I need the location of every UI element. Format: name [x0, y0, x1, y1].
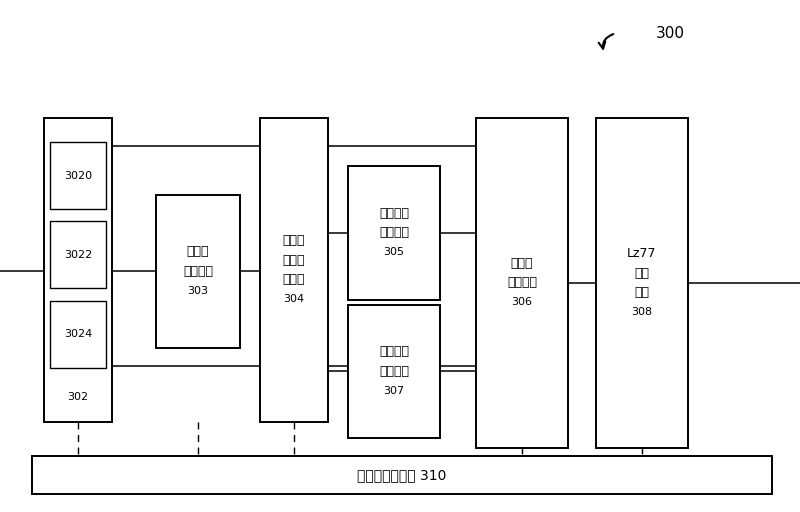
- Bar: [596, 118, 688, 448]
- Text: 300: 300: [656, 26, 685, 41]
- Text: 3020: 3020: [64, 170, 92, 181]
- Text: 动态码表: 动态码表: [379, 345, 409, 358]
- Text: 哈夫曼: 哈夫曼: [510, 257, 534, 270]
- Text: Lz77: Lz77: [627, 247, 657, 260]
- Bar: [476, 118, 568, 448]
- Text: 3024: 3024: [64, 329, 92, 339]
- Text: 302: 302: [67, 392, 89, 402]
- Text: 复模块: 复模块: [282, 273, 306, 286]
- Bar: [50, 301, 106, 368]
- Bar: [50, 142, 106, 209]
- Text: 305: 305: [383, 247, 405, 258]
- Text: 译码模块: 译码模块: [507, 276, 537, 289]
- FancyArrowPatch shape: [598, 34, 614, 49]
- Bar: [156, 195, 240, 348]
- Text: 数据头: 数据头: [186, 245, 210, 259]
- Text: 308: 308: [631, 307, 653, 317]
- Bar: [348, 305, 440, 438]
- Text: 306: 306: [511, 297, 533, 307]
- Text: 解码: 解码: [634, 267, 650, 280]
- Bar: [32, 456, 772, 494]
- Text: 解析模块: 解析模块: [183, 265, 213, 278]
- Text: 哈夫曼: 哈夫曼: [282, 234, 306, 247]
- Text: 静态码表: 静态码表: [379, 207, 409, 220]
- Text: 模块: 模块: [634, 286, 650, 299]
- Text: 303: 303: [187, 286, 209, 296]
- Bar: [44, 118, 112, 422]
- Text: 存储单元: 存储单元: [379, 226, 409, 240]
- Text: 存储单元: 存储单元: [379, 365, 409, 378]
- Text: 304: 304: [283, 294, 305, 304]
- Bar: [348, 166, 440, 300]
- Text: 307: 307: [383, 386, 405, 396]
- Bar: [50, 221, 106, 288]
- Text: 码表恢: 码表恢: [282, 254, 306, 267]
- Text: 3022: 3022: [64, 250, 92, 260]
- Text: 模块总控制单元 310: 模块总控制单元 310: [358, 468, 446, 482]
- Bar: [260, 118, 328, 422]
